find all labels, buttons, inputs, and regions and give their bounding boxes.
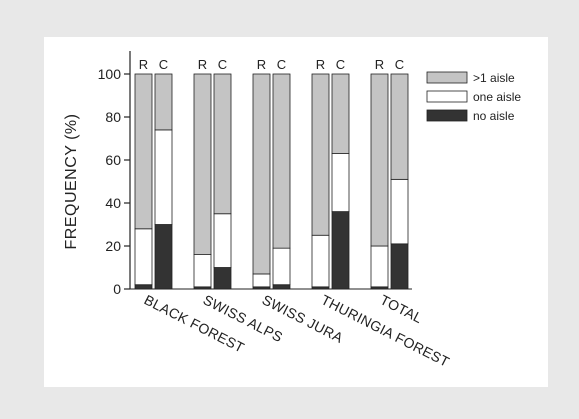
bar-segment (370, 73, 389, 247)
legend-label: one aisle (473, 90, 521, 104)
bar-segment (311, 73, 330, 236)
bar-segment (272, 284, 291, 290)
bar-side-label: C (395, 57, 404, 72)
legend-swatch (426, 90, 468, 103)
bar-segment (252, 273, 271, 288)
bar-segment (390, 243, 409, 290)
legend-swatch (426, 71, 468, 84)
bar-segment (154, 129, 173, 225)
bar-side-label: R (198, 57, 207, 72)
bar-segment (134, 284, 153, 290)
y-tick-label: 0 (113, 281, 121, 297)
bar-side-label: R (375, 57, 384, 72)
chart-frame: 0 20 40 60 80 100 FREQUENCY (%) R C BLACK FOREST R… (44, 37, 548, 387)
y-tick-label: 100 (98, 66, 122, 82)
category-label: BLACK FOREST (142, 291, 248, 355)
bar-segment (272, 73, 291, 249)
y-tick-label: 20 (105, 238, 121, 254)
legend-swatch (426, 109, 468, 122)
bar-side-label: R (316, 57, 325, 72)
bar-segment (390, 178, 409, 245)
bar-side-label: R (257, 57, 266, 72)
y-tick-label: 40 (105, 195, 121, 211)
bar-segment (154, 73, 173, 131)
bar-segment (193, 73, 212, 256)
y-tick-label: 80 (105, 109, 121, 125)
bar-side-label: C (218, 57, 227, 72)
bar-segment (331, 73, 350, 154)
legend-label: >1 aisle (473, 71, 515, 85)
bar-segment (134, 73, 153, 230)
y-tick-label: 60 (105, 152, 121, 168)
bar-segment (272, 247, 291, 286)
bar-side-label: R (139, 57, 148, 72)
bar-segment (193, 254, 212, 288)
bar-segment (311, 234, 330, 288)
legend-label: no aisle (473, 109, 515, 123)
bar-segment (154, 224, 173, 290)
y-axis-title: FREQUENCY (%) (63, 114, 80, 250)
bar-side-label: C (159, 57, 168, 72)
bar-segment (252, 73, 271, 275)
bar-side-label: C (336, 57, 345, 72)
bar-segment (213, 73, 232, 215)
bar-side-label: C (277, 57, 286, 72)
bar-segment (213, 267, 232, 290)
bar-segment (370, 245, 389, 288)
bar-segment (390, 73, 409, 180)
bar-segment (213, 213, 232, 268)
bar-segment (134, 228, 153, 286)
bar-segment (331, 153, 350, 213)
bar-segment (331, 211, 350, 290)
